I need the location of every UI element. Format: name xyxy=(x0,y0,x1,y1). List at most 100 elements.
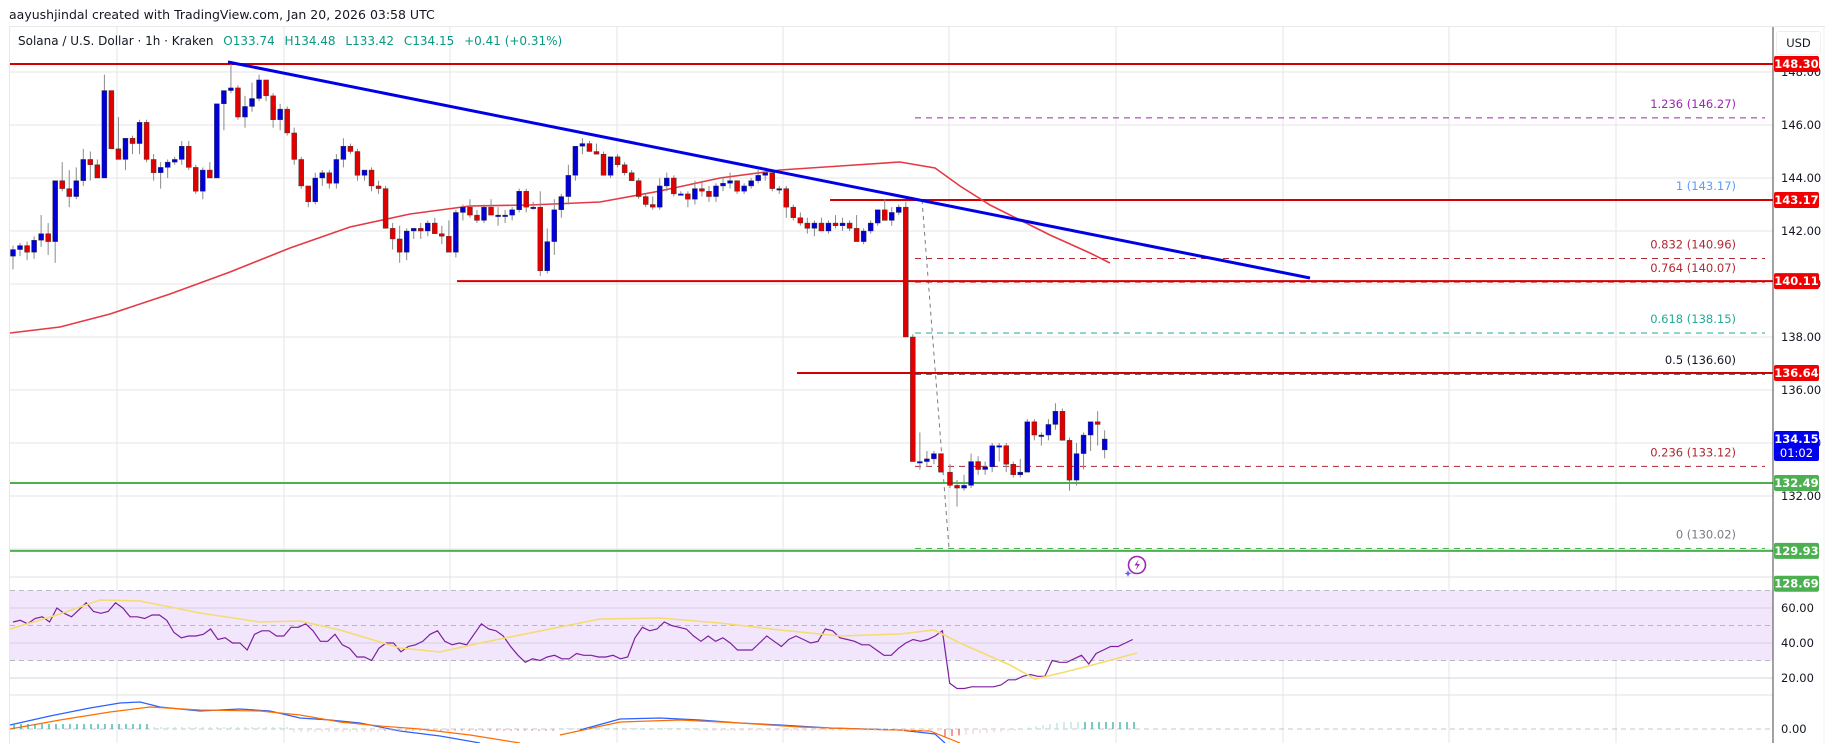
candle xyxy=(516,191,522,210)
candles xyxy=(10,64,1108,507)
candle xyxy=(214,103,220,179)
candle xyxy=(1094,421,1101,425)
candle xyxy=(853,228,860,242)
candle xyxy=(982,466,988,470)
candle xyxy=(305,185,311,203)
candle xyxy=(896,206,902,213)
candle xyxy=(481,206,487,221)
candle xyxy=(748,180,754,187)
candle xyxy=(66,188,72,197)
candle xyxy=(94,164,101,179)
candle xyxy=(242,106,248,118)
candle xyxy=(825,222,832,232)
candle xyxy=(439,233,445,237)
candle xyxy=(903,206,909,338)
price-tag: 148.30 xyxy=(1774,56,1819,73)
price-tick-label: 144.00 xyxy=(1781,171,1821,185)
candle xyxy=(474,214,480,221)
currency-button[interactable]: USD xyxy=(1776,31,1821,55)
candle xyxy=(467,206,473,216)
close-value: C134.15 xyxy=(403,34,455,48)
change-value: +0.41 (+0.31%) xyxy=(464,34,563,48)
rsi-line[interactable] xyxy=(12,601,1133,690)
price-tick-label: 146.00 xyxy=(1781,118,1821,132)
candle xyxy=(115,148,122,160)
candle xyxy=(200,169,206,192)
candle xyxy=(291,132,297,160)
svg-text:134.15: 134.15 xyxy=(1774,432,1818,446)
price-tag: 129.93 xyxy=(1774,542,1819,559)
price-tag: 136.64 xyxy=(1774,365,1819,382)
candle xyxy=(108,90,115,150)
candle xyxy=(319,172,326,179)
fib-level-label: 0 (130.02) xyxy=(1676,527,1736,541)
candle xyxy=(947,471,953,486)
candle xyxy=(186,145,192,168)
candle xyxy=(502,214,508,217)
chart-credit: aayushjindal created with TradingView.co… xyxy=(9,7,435,22)
symbol-title[interactable]: Solana / U.S. Dollar · 1h · Kraken xyxy=(18,34,214,48)
svg-text:140.11: 140.11 xyxy=(1774,274,1818,288)
macd-signal-line[interactable] xyxy=(559,719,961,743)
fib-trend-connector[interactable] xyxy=(921,199,950,549)
candle xyxy=(488,206,494,216)
candle xyxy=(741,185,747,192)
moving-average-line[interactable] xyxy=(9,161,1111,334)
candle xyxy=(734,180,740,192)
candle xyxy=(797,217,804,224)
candle xyxy=(910,336,916,462)
candle xyxy=(375,185,382,189)
candle xyxy=(558,196,565,211)
candle xyxy=(804,222,811,229)
candle xyxy=(333,159,340,184)
candle xyxy=(59,180,65,189)
chart-frame xyxy=(9,26,1825,744)
candle xyxy=(1045,424,1052,436)
candle xyxy=(249,98,255,107)
svg-text:136.64: 136.64 xyxy=(1774,366,1818,380)
candle xyxy=(621,164,628,173)
candle xyxy=(975,461,981,470)
candle xyxy=(1073,453,1080,481)
candle xyxy=(938,453,944,473)
fib-level-label: 0.832 (140.96) xyxy=(1650,238,1736,252)
candle xyxy=(727,180,733,184)
macd-signal-line[interactable] xyxy=(9,706,521,743)
rsi-ma-line[interactable] xyxy=(9,599,1138,680)
candle xyxy=(228,87,234,91)
candle xyxy=(418,228,424,232)
candle xyxy=(600,153,607,176)
rsi-tick-label: 20.00 xyxy=(1781,671,1814,685)
candle xyxy=(565,175,572,197)
candle xyxy=(720,183,726,187)
candle xyxy=(643,196,649,205)
candle xyxy=(931,453,937,460)
macd-line[interactable] xyxy=(9,701,481,743)
high-value: H134.48 xyxy=(284,34,336,48)
candle xyxy=(396,238,403,253)
candle xyxy=(776,188,782,191)
candle xyxy=(298,159,304,187)
candle xyxy=(101,90,108,179)
candle xyxy=(425,222,431,232)
candle xyxy=(207,169,213,179)
price-axis[interactable] xyxy=(1773,27,1824,743)
candle xyxy=(650,204,656,208)
candle xyxy=(157,167,164,173)
candle xyxy=(685,193,691,200)
candle xyxy=(530,206,536,209)
candle xyxy=(846,222,853,229)
bearish-trend-line[interactable] xyxy=(227,60,1311,280)
candle xyxy=(347,145,354,152)
price-tick-label: 142.00 xyxy=(1781,224,1821,238)
candle xyxy=(453,212,459,253)
lightning-icon[interactable] xyxy=(1122,553,1148,579)
candle xyxy=(607,156,614,176)
price-tag: 143.17 xyxy=(1774,191,1819,208)
candle xyxy=(17,245,23,250)
candle xyxy=(1003,445,1009,465)
svg-text:128.69: 128.69 xyxy=(1774,577,1818,591)
candle xyxy=(403,230,410,253)
fib-level-label: 1.236 (146.27) xyxy=(1650,97,1736,111)
